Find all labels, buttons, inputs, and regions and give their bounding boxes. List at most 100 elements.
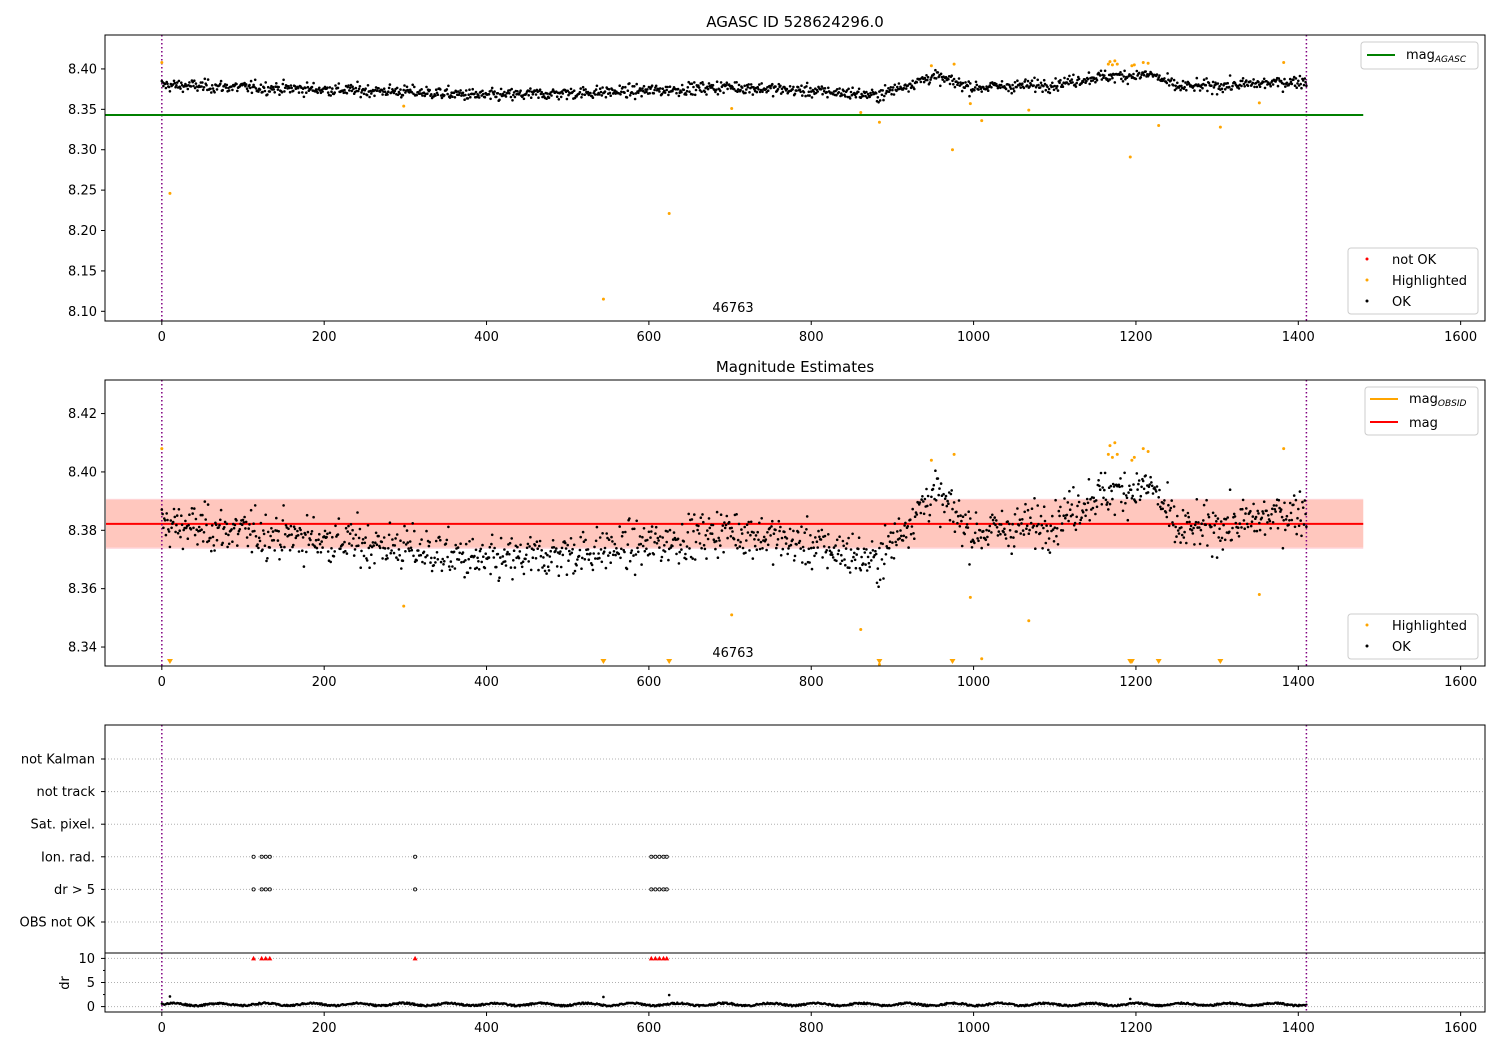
ok-point	[534, 93, 538, 96]
ok-point	[1202, 519, 1205, 522]
ok-point	[804, 94, 807, 98]
ok-point	[680, 90, 683, 94]
ok-point	[564, 547, 568, 550]
x-tick-label: 1400	[1282, 675, 1315, 690]
ok-point	[922, 512, 926, 516]
ok-point	[647, 85, 651, 89]
ok-point	[499, 536, 503, 540]
ok-point	[271, 85, 275, 89]
ok-point	[367, 546, 371, 550]
ok-point	[1262, 500, 1266, 504]
ok-point	[1018, 518, 1022, 521]
ok-point	[650, 530, 653, 533]
ok-point	[684, 93, 688, 96]
ok-point	[735, 81, 738, 84]
ok-point	[980, 90, 983, 93]
ok-point	[257, 546, 260, 550]
ok-point	[1085, 508, 1088, 512]
ok-point	[1301, 79, 1305, 82]
ok-point	[1284, 518, 1288, 521]
ok-point	[1220, 87, 1224, 91]
ok-point	[1097, 479, 1100, 482]
ok-point	[953, 85, 957, 89]
ok-point	[887, 534, 890, 538]
ok-point	[1132, 483, 1135, 486]
ok-point	[912, 532, 915, 535]
ok-point	[516, 545, 519, 549]
ok-point	[1107, 486, 1111, 490]
ok-point	[557, 98, 561, 101]
ok-point	[893, 83, 897, 87]
ok-point	[913, 537, 916, 540]
ok-point	[392, 551, 396, 555]
ok-point	[427, 544, 431, 548]
clipped-marker	[1128, 659, 1135, 664]
ok-point	[895, 543, 898, 547]
ok-point	[686, 531, 690, 534]
ok-point	[1176, 529, 1180, 532]
highlighted-point	[1110, 455, 1114, 459]
ok-point	[661, 87, 664, 90]
ok-point	[1260, 516, 1264, 520]
ok-point	[680, 83, 684, 87]
ok-point	[808, 94, 811, 97]
ok-point	[288, 90, 292, 94]
ok-point	[1017, 524, 1021, 527]
ok-point	[1086, 77, 1090, 81]
ok-point	[1035, 524, 1039, 528]
ok-point	[1061, 85, 1065, 88]
ok-point	[1087, 71, 1091, 74]
ok-point	[943, 510, 946, 514]
ok-point	[963, 532, 966, 536]
ok-point	[958, 525, 962, 528]
ok-point	[442, 563, 445, 566]
ok-point	[581, 85, 585, 89]
ok-point	[744, 551, 747, 555]
ok-point	[1081, 510, 1085, 514]
ok-point	[257, 90, 260, 93]
ok-point	[636, 546, 639, 550]
ok-point	[499, 87, 503, 91]
ok-point	[653, 540, 656, 544]
ok-point	[628, 94, 632, 97]
ok-point	[508, 541, 512, 545]
ok-point	[481, 543, 484, 547]
ok-point	[1131, 494, 1134, 498]
ok-point	[279, 545, 283, 549]
ok-point	[1282, 82, 1285, 86]
ok-point	[466, 97, 470, 100]
ok-point	[1243, 527, 1246, 530]
ok-point	[249, 533, 252, 536]
ok-point	[1058, 514, 1061, 518]
ok-point	[244, 527, 247, 530]
highlighted-point	[601, 297, 605, 301]
ok-point	[776, 538, 780, 541]
ok-point	[1121, 509, 1125, 513]
ok-point	[865, 548, 868, 551]
ok-point	[882, 98, 885, 102]
ok-point	[648, 92, 651, 95]
ok-point	[743, 84, 746, 88]
ok-point	[388, 521, 392, 524]
dr-tick-label: 5	[87, 976, 95, 991]
ok-point	[723, 521, 726, 524]
ok-point	[583, 558, 587, 561]
ok-point	[594, 539, 598, 543]
ok-point	[1269, 84, 1272, 88]
ok-point	[1228, 74, 1232, 77]
highlighted-point	[1257, 101, 1261, 105]
ok-point	[464, 559, 467, 562]
ok-point	[1039, 81, 1043, 85]
ok-point	[452, 550, 456, 554]
ok-point	[513, 95, 517, 99]
ok-point	[296, 529, 299, 533]
ok-point	[1253, 85, 1256, 89]
ok-point	[684, 552, 687, 556]
ok-point	[463, 575, 466, 579]
ok-point	[207, 539, 211, 543]
ok-point	[950, 74, 953, 77]
ok-point	[801, 545, 805, 549]
ok-point	[1072, 486, 1075, 489]
ok-point	[1287, 523, 1290, 527]
ok-point	[1126, 82, 1130, 86]
